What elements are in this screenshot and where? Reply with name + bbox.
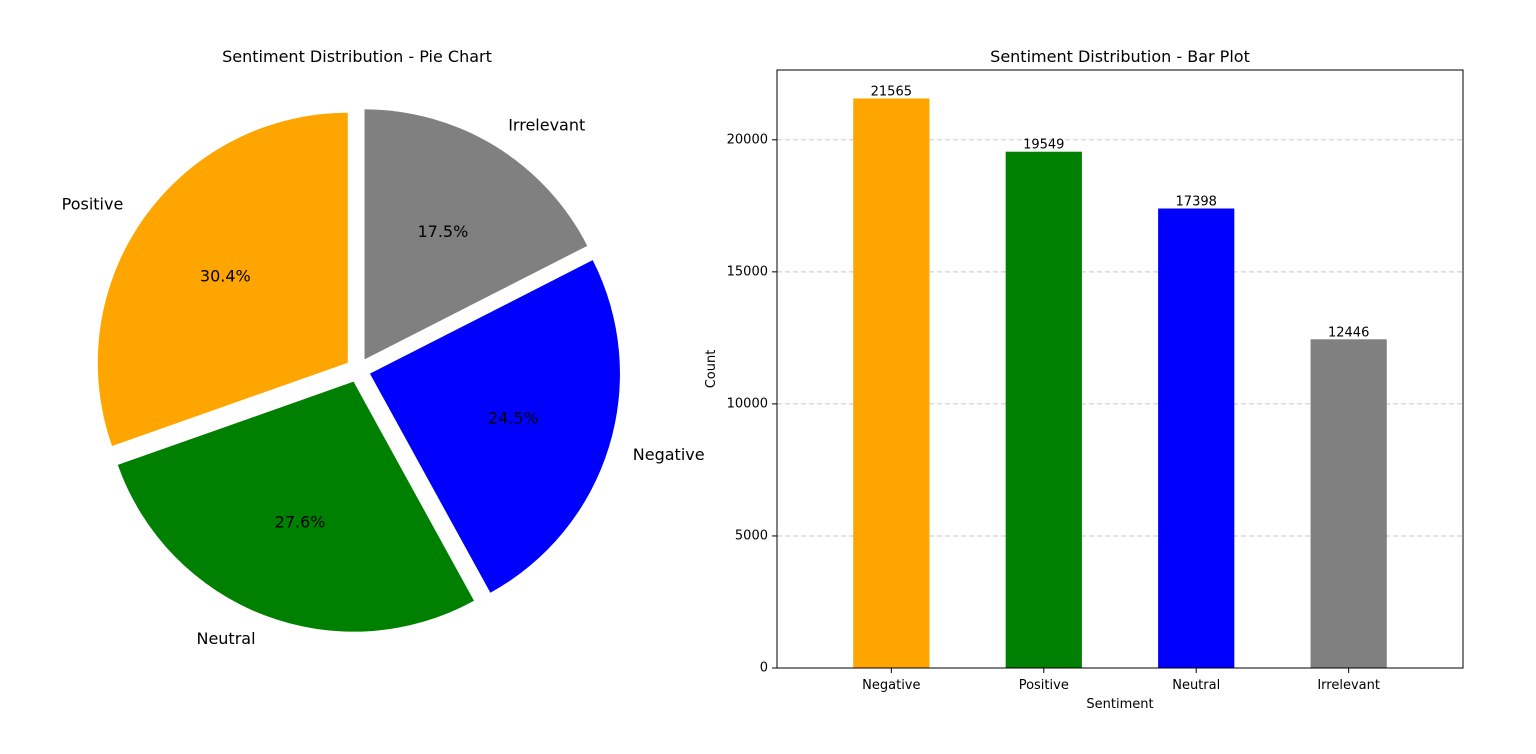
bar-negative (853, 98, 930, 668)
bar-value-label-neutral: 17398 (1176, 195, 1217, 210)
bar-x-ticks: Negative Positive Neutral Irrelevant (862, 668, 1380, 693)
pie-slices (97, 109, 620, 632)
pie-percent-neutral: 27.6% (275, 512, 326, 531)
pie-label-positive: Positive (62, 194, 124, 213)
pie-slice-neutral (117, 381, 474, 632)
bar-value-labels: 21565 19549 17398 12446 (871, 84, 1370, 340)
pie-slice-negative (369, 260, 620, 593)
bar-x-axis-label: Sentiment (1086, 697, 1153, 712)
bar-chart: Sentiment Distribution - Bar Plot 0 5000 1… (704, 47, 1464, 712)
y-tick-label: 0 (760, 661, 768, 676)
bar-chart-title: Sentiment Distribution - Bar Plot (990, 47, 1250, 66)
x-tick-label-neutral: Neutral (1172, 678, 1220, 693)
y-tick-label: 10000 (727, 396, 768, 411)
pie-texts: Positive 30.4% Neutral 27.6% Negative 24.5% Ir… (62, 115, 705, 648)
bar-y-ticks: 0 5000 10000 15000 20000 (727, 132, 777, 676)
bar-value-label-positive: 19549 (1023, 138, 1064, 153)
pie-slice-irrelevant (364, 109, 588, 360)
pie-chart-title: Sentiment Distribution - Pie Chart (222, 47, 492, 66)
pie-slice-positive (97, 112, 348, 446)
pie-percent-positive: 30.4% (200, 267, 251, 286)
pie-label-irrelevant: Irrelevant (508, 115, 585, 134)
x-tick-label-negative: Negative (862, 678, 920, 693)
bar-value-label-negative: 21565 (871, 84, 912, 99)
pie-percent-irrelevant: 17.5% (417, 222, 468, 241)
bar-irrelevant (1310, 339, 1387, 668)
bar-axes-frame (776, 69, 1464, 669)
pie-percent-negative: 24.5% (488, 408, 539, 427)
bar-neutral (1158, 208, 1235, 668)
pie-chart: Sentiment Distribution - Pie Chart Posit… (62, 47, 705, 648)
x-tick-label-positive: Positive (1019, 678, 1069, 693)
x-tick-label-irrelevant: Irrelevant (1317, 678, 1380, 693)
bar-y-axis-label: Count (704, 350, 719, 389)
bar-bars (853, 98, 1387, 669)
bar-value-label-irrelevant: 12446 (1328, 325, 1369, 340)
y-tick-label: 20000 (727, 132, 768, 147)
pie-label-negative: Negative (633, 445, 705, 464)
pie-label-neutral: Neutral (196, 629, 255, 648)
y-tick-label: 15000 (727, 264, 768, 279)
bar-positive (1005, 151, 1082, 669)
y-tick-label: 5000 (735, 528, 768, 543)
